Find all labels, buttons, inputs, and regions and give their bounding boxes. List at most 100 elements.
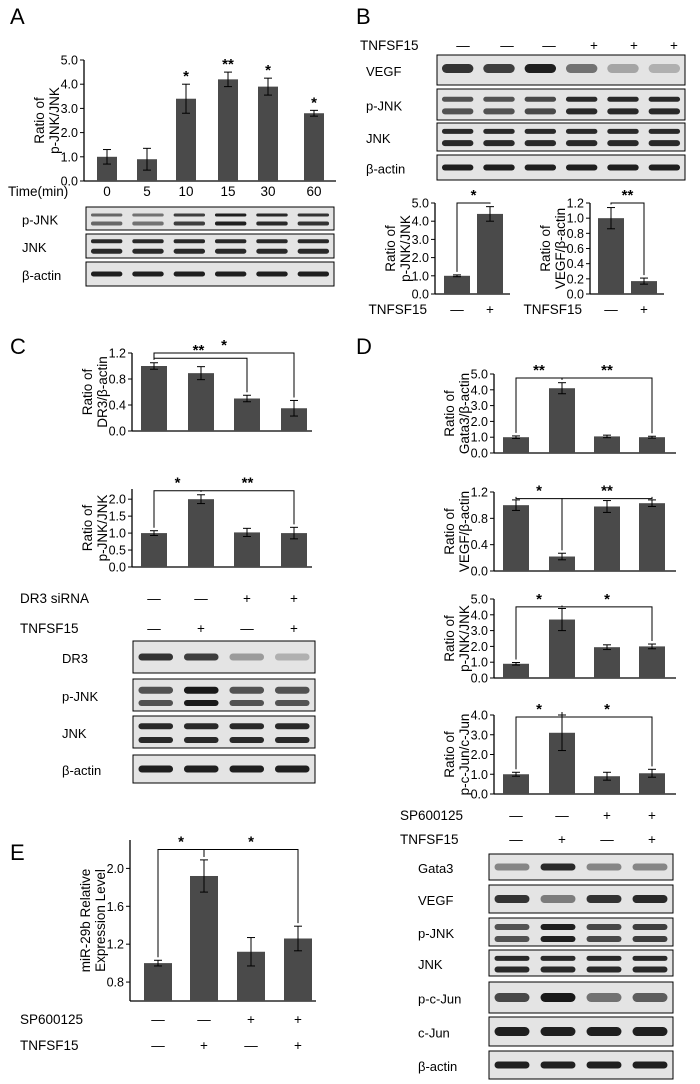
blot-band — [90, 248, 123, 254]
y-axis-label-line: p-JNK/JNK — [47, 87, 62, 154]
y-axis-label: miR-29b RelativeExpression Level — [78, 869, 108, 973]
blot-strip — [85, 233, 335, 259]
blot-band — [586, 1027, 622, 1036]
blot-band — [297, 248, 330, 254]
panel-label-e: E — [10, 840, 25, 865]
blot-band — [540, 955, 576, 961]
condition-value: — — [542, 38, 556, 53]
blot-band — [540, 993, 576, 1002]
x-tick-label: — — [604, 302, 618, 317]
blot-band — [297, 213, 330, 217]
bar — [639, 646, 665, 678]
y-tick-label: 1.6 — [107, 900, 124, 914]
B-chart-1: 0.0 1.0 2.0 3.0 4.0 5.0 Ratio ofp-JNK/JNK * — + TN… — [368, 187, 510, 317]
y-tick-label: 0.8 — [567, 227, 584, 241]
blot-band — [214, 221, 247, 226]
blot-band — [494, 993, 530, 1002]
blot-band — [586, 936, 622, 942]
bar — [477, 213, 503, 294]
blot-band — [483, 164, 515, 171]
y-tick-label: 0.8 — [109, 373, 126, 387]
blot-band — [256, 271, 288, 277]
condition-value: — — [555, 808, 569, 823]
blot-band — [483, 108, 515, 115]
blot-d-5: c-Jun — [418, 1016, 674, 1047]
blot-band — [586, 863, 622, 871]
blot-d-1: VEGF — [418, 884, 674, 914]
y-axis-label-line: Expression Level — [93, 869, 108, 972]
blot-band — [565, 128, 598, 134]
blot-label: β-actin — [62, 763, 101, 778]
blot-band — [441, 128, 474, 134]
blot-band — [632, 863, 668, 871]
blot-band — [648, 108, 681, 115]
blot-band — [524, 96, 557, 102]
bar — [258, 86, 278, 181]
bar — [549, 556, 575, 571]
x-tick-label: — — [450, 302, 464, 317]
condition-value: — — [147, 591, 161, 606]
blot-band — [229, 737, 265, 743]
condition-value: + — [648, 832, 656, 847]
significance-label: * — [248, 833, 254, 850]
blot-label: p-JNK — [366, 99, 402, 114]
blot-label: β-actin — [366, 162, 405, 177]
y-tick-label: 1.0 — [567, 212, 584, 226]
bar — [594, 506, 620, 571]
blot-band — [297, 239, 330, 244]
significance-bracket — [610, 202, 645, 276]
y-tick-label: 2.0 — [109, 493, 126, 507]
bar — [503, 663, 529, 678]
blot-label: JNK — [418, 957, 443, 972]
y-tick-label: 0.0 — [471, 672, 488, 686]
blot-d-2: p-JNK — [418, 917, 674, 947]
blot-band — [494, 923, 530, 930]
significance-label: * — [221, 337, 227, 354]
blot-band — [648, 164, 681, 171]
y-tick-label: 0.0 — [471, 565, 488, 579]
blot-band — [173, 213, 206, 217]
blot-band — [524, 164, 557, 171]
blot-band — [483, 140, 515, 147]
blot-label: p-JNK — [22, 213, 58, 228]
blot-band — [586, 993, 622, 1002]
blot-band — [214, 213, 247, 217]
blot-band — [441, 96, 474, 102]
y-axis-label-line: Ratio of — [80, 504, 95, 551]
blot-label: VEGF — [418, 893, 453, 908]
condition-value: + — [243, 591, 251, 606]
bar — [281, 408, 307, 431]
condition-label: SP600125 — [400, 808, 463, 823]
condition-value: 15 — [220, 184, 235, 199]
condition-value: + — [630, 38, 638, 53]
blot-label: JNK — [366, 131, 391, 146]
blot-strip — [436, 88, 686, 121]
condition-value: — — [197, 1012, 211, 1027]
significance-star: ** — [222, 56, 234, 73]
significance-label: * — [536, 591, 542, 608]
blot-band — [586, 895, 622, 903]
y-tick-label: 3.0 — [471, 624, 488, 638]
blot-band — [229, 723, 265, 730]
blot-band — [441, 108, 474, 115]
y-axis-label: Ratio ofp-JNK/JNK — [32, 87, 62, 154]
blot-band — [607, 164, 639, 171]
significance-label: ** — [622, 187, 634, 204]
blot-band — [540, 863, 576, 871]
condition-label: TNFSF15 — [360, 38, 419, 53]
bar — [304, 113, 324, 181]
y-tick-label: 1.0 — [471, 656, 488, 670]
panel-label-d: D — [356, 334, 372, 359]
blot-band — [494, 966, 530, 973]
blot-band — [632, 1061, 668, 1069]
blot-band — [607, 140, 639, 147]
significance-label: ** — [193, 342, 205, 359]
y-tick-label: 4.0 — [471, 608, 488, 622]
y-tick-label: 5.0 — [471, 368, 488, 382]
blot-band — [229, 653, 265, 661]
blot-band — [632, 936, 668, 942]
blot-band — [540, 936, 576, 942]
